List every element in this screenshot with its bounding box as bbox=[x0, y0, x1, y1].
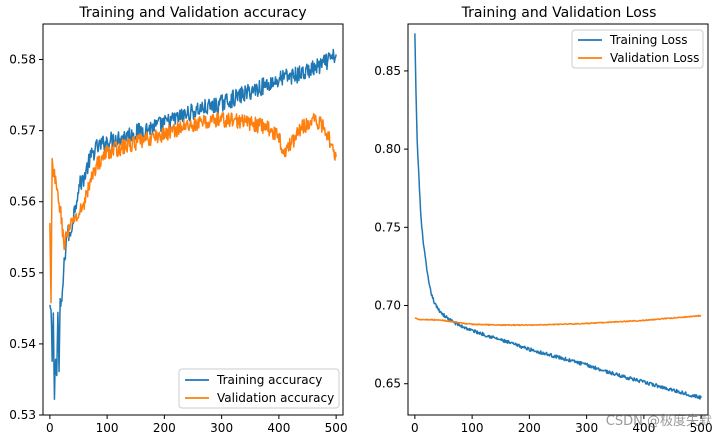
x-tick-label: 400 bbox=[632, 421, 655, 435]
loss-legend: Training Loss Validation Loss bbox=[571, 29, 704, 69]
legend-label-validation-loss: Validation Loss bbox=[610, 51, 699, 65]
loss-series bbox=[414, 33, 702, 400]
y-tick-label: 0.54 bbox=[9, 337, 36, 351]
accuracy-legend-box bbox=[178, 368, 340, 409]
y-tick-label: 0.56 bbox=[9, 195, 36, 209]
series-line-training-loss bbox=[414, 33, 702, 400]
loss-plot-frame bbox=[407, 23, 709, 416]
accuracy-legend: Training accuracy Validation accuracy bbox=[178, 368, 340, 409]
y-tick-label: 0.65 bbox=[374, 377, 401, 391]
accuracy-chart-title: Training and Validation accuracy bbox=[78, 5, 306, 21]
x-tick-label: 500 bbox=[690, 421, 713, 435]
x-tick-label: 0 bbox=[411, 421, 419, 435]
y-tick-label: 0.58 bbox=[9, 53, 36, 67]
accuracy-y-ticks: 0.53 0.54 0.55 0.56 0.57 0.58 bbox=[9, 53, 43, 422]
x-tick-label: 300 bbox=[210, 421, 233, 435]
series-line-validation-loss bbox=[414, 314, 702, 327]
accuracy-plot-frame bbox=[42, 23, 344, 416]
x-tick-label: 200 bbox=[518, 421, 541, 435]
y-tick-label: 0.80 bbox=[374, 142, 401, 156]
loss-chart-title: Training and Validation Loss bbox=[461, 5, 657, 21]
accuracy-chart: Training and Validation accuracy 0 100 200… bbox=[9, 5, 347, 435]
loss-x-ticks: 0 100 200 300 400 500 bbox=[411, 415, 713, 435]
series-line-validation-accuracy bbox=[49, 112, 337, 304]
y-tick-label: 0.85 bbox=[374, 64, 401, 78]
accuracy-series bbox=[49, 48, 337, 401]
legend-label-training-accuracy: Training accuracy bbox=[216, 373, 322, 387]
x-tick-label: 100 bbox=[96, 421, 119, 435]
y-tick-label: 0.57 bbox=[9, 124, 36, 138]
loss-y-ticks: 0.65 0.70 0.75 0.80 0.85 bbox=[374, 64, 408, 391]
x-tick-label: 500 bbox=[325, 421, 348, 435]
loss-legend-box bbox=[571, 29, 704, 69]
legend-label-training-loss: Training Loss bbox=[609, 33, 687, 47]
y-tick-label: 0.53 bbox=[9, 408, 36, 422]
loss-chart: Training and Validation Loss 0 100 200 300 4… bbox=[374, 5, 712, 435]
y-tick-label: 0.75 bbox=[374, 220, 401, 234]
series-line-training-accuracy bbox=[49, 48, 337, 401]
x-tick-label: 400 bbox=[267, 421, 290, 435]
x-tick-label: 200 bbox=[153, 421, 176, 435]
accuracy-x-ticks: 0 100 200 300 400 500 bbox=[46, 415, 348, 435]
y-tick-label: 0.70 bbox=[374, 299, 401, 313]
watermark: CSDN @极度失默 bbox=[606, 413, 712, 429]
x-tick-label: 300 bbox=[575, 421, 598, 435]
x-tick-label: 0 bbox=[46, 421, 54, 435]
x-tick-label: 100 bbox=[461, 421, 484, 435]
y-tick-label: 0.55 bbox=[9, 266, 36, 280]
legend-label-validation-accuracy: Validation accuracy bbox=[217, 391, 334, 405]
